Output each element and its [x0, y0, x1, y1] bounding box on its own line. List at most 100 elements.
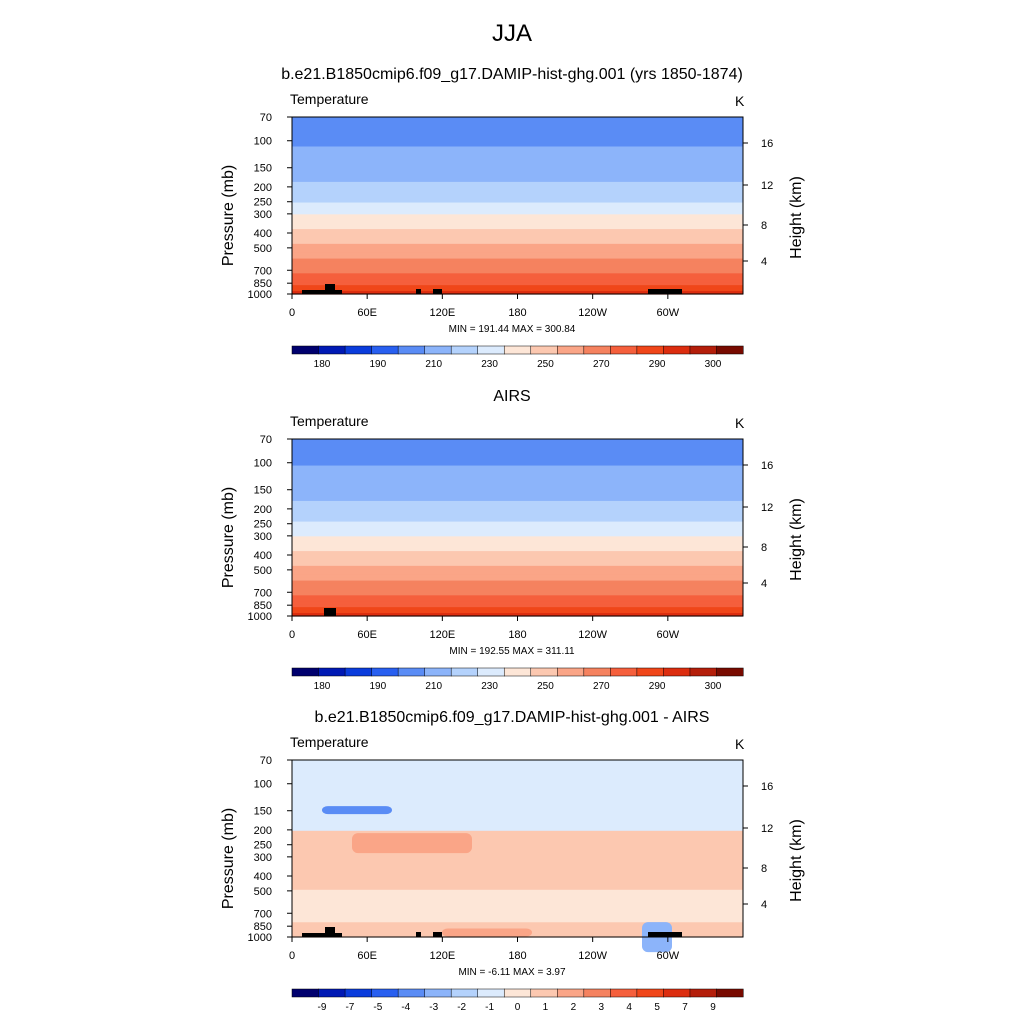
y-tick-label: 70 [260, 755, 272, 767]
x-tick-label: 0 [289, 629, 295, 641]
colorbar-label: 2 [571, 1002, 577, 1013]
contour-band [292, 503, 743, 508]
contour-band [292, 258, 743, 263]
contour-band [292, 813, 743, 817]
contour-band [292, 453, 743, 458]
colorbar-box [557, 988, 585, 998]
y-axis-title: Pressure (mb) [220, 808, 237, 909]
x-tick-label: 60W [657, 950, 680, 962]
colorbar-box [503, 345, 532, 355]
contour-band [292, 439, 743, 443]
contour-band [292, 830, 743, 835]
colorbar-label: -2 [457, 1002, 466, 1013]
terrain-mask [324, 608, 336, 616]
colorbar-label: 180 [314, 681, 331, 692]
colorbar-box [663, 988, 691, 998]
contour-band [292, 226, 743, 230]
contour-band [292, 515, 743, 520]
contour-band [292, 833, 743, 838]
contour-band [292, 598, 743, 602]
contour-band [292, 128, 743, 133]
contour-patch [322, 806, 392, 815]
contour-band [292, 161, 743, 165]
y-tick-label: 70 [260, 112, 272, 124]
contour-band [292, 762, 743, 767]
colorbar-box [291, 988, 320, 998]
colorbar-box [689, 667, 718, 677]
contour-band [292, 604, 743, 608]
contour-band [292, 181, 743, 186]
contour-band [292, 288, 743, 292]
contour-band [292, 916, 743, 920]
contour-band [292, 146, 743, 151]
contour-band [292, 613, 743, 617]
contour-band [292, 235, 743, 239]
colorbar-box [530, 345, 558, 355]
colorbar-box [716, 345, 744, 355]
contour-band [292, 261, 743, 266]
contour-band [292, 122, 743, 127]
contour-patch [352, 833, 472, 854]
y-tick-label: 150 [254, 163, 272, 175]
y-tick-label: 200 [254, 504, 272, 516]
x-tick-label: 120W [578, 629, 607, 641]
colorbar-box [424, 667, 452, 677]
colorbar-box [397, 345, 426, 355]
y-tick-label: 150 [254, 806, 272, 818]
contour-band [292, 125, 743, 130]
y-tick-label: 200 [254, 825, 272, 837]
contour-band [292, 521, 743, 526]
y-right-axis-title: Height (km) [788, 819, 805, 902]
contour-band [292, 143, 743, 148]
y-right-tick-label: 16 [761, 460, 773, 472]
x-tick-label: 180 [508, 307, 526, 319]
contour-band [292, 246, 743, 251]
colorbar-box [344, 667, 373, 677]
contour-band [292, 760, 743, 764]
x-tick-label: 60E [357, 950, 377, 962]
y-axis-title: Pressure (mb) [220, 165, 237, 266]
y-tick-label: 850 [254, 921, 272, 933]
contour-band [292, 875, 743, 879]
colorbar-label: 230 [481, 359, 498, 370]
contour-band [292, 872, 743, 876]
colorbar-label: 210 [425, 359, 442, 370]
contour-band [292, 821, 743, 826]
x-tick-label: 120E [429, 307, 455, 319]
colorbar-box [291, 345, 320, 355]
page-title: JJA [491, 20, 532, 47]
contour-band [292, 149, 743, 153]
colorbar-box [716, 988, 744, 998]
contour-band [292, 595, 743, 599]
colorbar-label: -9 [318, 1002, 327, 1013]
contour-band [292, 819, 743, 823]
contour-band [292, 178, 743, 183]
y-tick-label: 850 [254, 600, 272, 612]
contour-band [292, 477, 743, 481]
contour-band [292, 889, 743, 894]
contour-band [292, 827, 743, 832]
contour-band [292, 866, 743, 870]
units-label: K [735, 736, 745, 752]
contour-band [292, 536, 743, 540]
x-tick-label: 120E [429, 629, 455, 641]
contour-band [292, 509, 743, 514]
contour-band [292, 468, 743, 473]
contour-band [292, 810, 743, 814]
contour-band [292, 270, 743, 274]
colorbar-box [583, 667, 611, 677]
units-label: K [735, 93, 745, 109]
colorbar-box [689, 988, 718, 998]
contour-band [292, 910, 743, 914]
contour-band [292, 447, 743, 452]
contour-band [292, 255, 743, 260]
colorbar-box [344, 988, 373, 998]
contour-band [292, 878, 743, 882]
contour-band [292, 486, 743, 490]
colorbar-box [557, 345, 585, 355]
y-tick-label: 250 [254, 197, 272, 209]
contour-band [292, 211, 743, 215]
colorbar-box [371, 988, 399, 998]
y-tick-label: 100 [254, 136, 272, 148]
colorbar-label: 290 [649, 359, 666, 370]
